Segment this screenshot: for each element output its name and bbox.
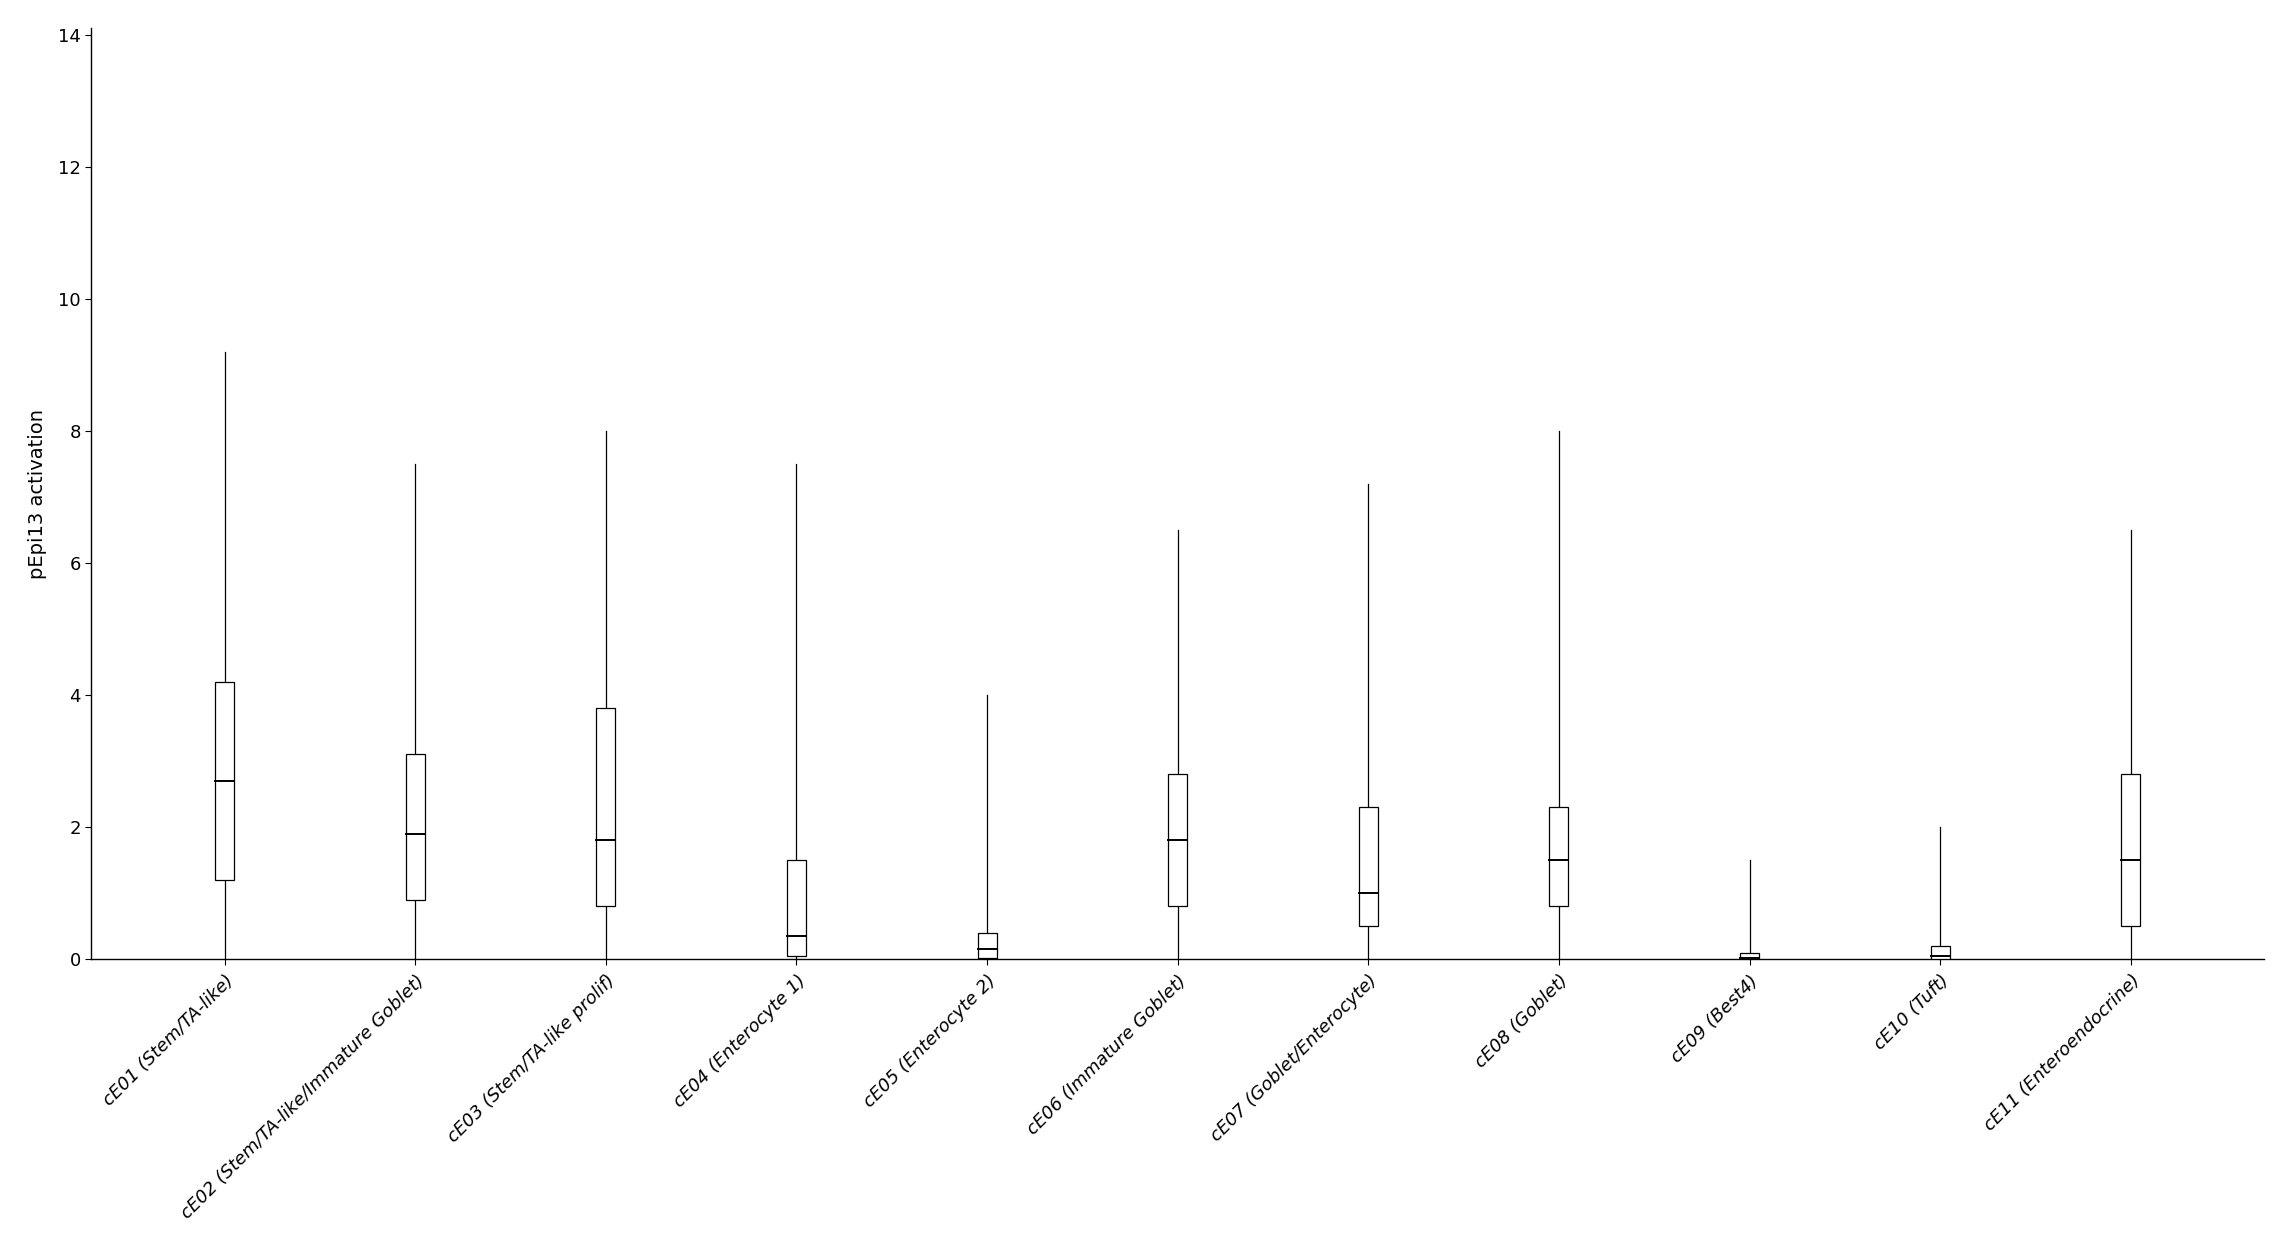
Bar: [786, 860, 807, 956]
Bar: [1359, 808, 1377, 926]
Bar: [2122, 774, 2141, 926]
Bar: [1930, 946, 1950, 959]
Bar: [1549, 808, 1568, 906]
Bar: [215, 681, 234, 880]
Bar: [596, 709, 614, 906]
Y-axis label: pEpi13 activation: pEpi13 activation: [28, 409, 46, 579]
Bar: [979, 932, 997, 958]
Bar: [406, 755, 424, 900]
Bar: [1169, 774, 1187, 906]
Bar: [1740, 952, 1758, 959]
